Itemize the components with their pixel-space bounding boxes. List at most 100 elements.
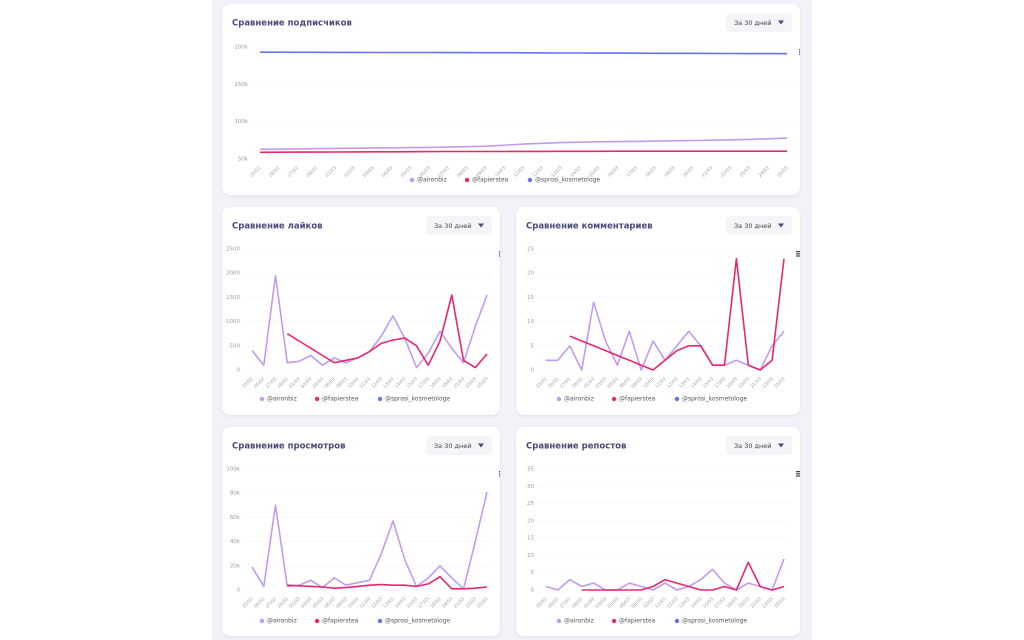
x-tick-label: 18/03 <box>429 596 443 610</box>
x-tick-label: 11/03 <box>654 376 668 390</box>
dropdown-label: За 30 дней <box>734 19 772 27</box>
x-tick-label: 19/03 <box>663 165 677 179</box>
x-tick-label: 13/03 <box>382 376 396 390</box>
menu-bar <box>796 471 800 473</box>
legend-item[interactable]: @aironbiz <box>259 618 297 625</box>
series-line <box>259 137 788 151</box>
dropdown-box <box>726 216 792 235</box>
legend-swatch <box>611 618 617 624</box>
chart-title: Сравнение комментариев <box>526 222 653 232</box>
legend-item[interactable]: @sprosi_kosmetologe <box>674 618 748 625</box>
y-tick-label: 100k <box>226 467 240 473</box>
chart-menu[interactable] <box>799 49 800 55</box>
x-tick-label: 23/03 <box>761 376 775 390</box>
x-tick-label: 17/03 <box>714 376 728 390</box>
chart-title: Сравнение репостов <box>526 442 626 452</box>
x-tick-label: 10/03 <box>642 376 656 390</box>
legend-item[interactable]: @sprosi_kosmetologe <box>377 618 451 625</box>
series-line <box>545 558 785 591</box>
chart-title: Сравнение лайков <box>232 222 323 232</box>
x-tick-label: 21/03 <box>749 376 763 390</box>
menu-bar <box>499 253 500 255</box>
menu-bar <box>796 251 800 253</box>
period-dropdown[interactable]: За 30 дней <box>426 216 492 235</box>
x-tick-label: 24/03 <box>757 165 771 179</box>
chart-title: Сравнение просмотров <box>232 442 345 452</box>
y-tick-label: 25 <box>527 501 534 507</box>
chart-menu[interactable] <box>499 251 500 257</box>
y-tick-label: 10 <box>527 553 534 559</box>
legend-item[interactable]: @fapierstea <box>314 396 359 403</box>
y-tick-label: 200k <box>234 45 248 51</box>
x-tick-label: 18/03 <box>725 376 739 390</box>
legend-item[interactable]: @sprosi_kosmetologe <box>527 177 601 184</box>
x-tick-label: 01/03 <box>288 596 302 610</box>
x-tick-label: 08/03 <box>335 376 349 390</box>
x-tick-label: 26/02 <box>547 376 561 390</box>
x-tick-label: 23/03 <box>464 376 478 390</box>
period-dropdown[interactable]: За 30 дней <box>726 216 792 235</box>
legend-item[interactable]: @aironbiz <box>409 177 447 184</box>
period-dropdown[interactable]: За 30 дней <box>726 436 792 455</box>
x-tick-label: 01/03 <box>583 596 597 610</box>
x-tick-label: 13/03 <box>678 376 692 390</box>
legend-swatch <box>674 618 680 624</box>
x-tick-label: 28/02 <box>276 596 290 610</box>
legend-label: @aironbiz <box>417 177 447 184</box>
dropdown-label: За 30 дней <box>434 222 472 230</box>
period-dropdown[interactable]: За 30 дней <box>426 436 492 455</box>
x-tick-label: 27/02 <box>559 376 573 390</box>
chart-menu[interactable] <box>499 471 500 477</box>
y-tick-label: 500 <box>230 343 241 349</box>
x-tick-label: 04/03 <box>381 165 395 179</box>
x-tick-label: 15/03 <box>702 596 716 610</box>
chart-card: Сравнение комментариев За 30 дней 0 5 10 15 20… <box>516 207 800 415</box>
x-tick-label: 25/02 <box>249 165 263 179</box>
x-tick-label: 27/02 <box>287 165 301 179</box>
x-tick-label: 15/03 <box>406 596 420 610</box>
series-line <box>569 257 785 371</box>
x-tick-label: 06/03 <box>618 376 632 390</box>
y-tick-label: 20k <box>230 563 241 569</box>
dropdown-label: За 30 дней <box>734 222 772 230</box>
x-tick-label: 08/03 <box>630 596 644 610</box>
chart-menu[interactable] <box>796 251 800 257</box>
chart-card: Сравнение репостов За 30 дней 0 5 10 15 20 25 30… <box>516 427 800 636</box>
x-tick-label: 11/03 <box>359 596 373 610</box>
legend-item[interactable]: @aironbiz <box>556 618 594 625</box>
series-line <box>287 575 488 590</box>
x-tick-label: 28/02 <box>306 165 320 179</box>
legend-item[interactable]: @aironbiz <box>259 396 297 403</box>
x-tick-label: 14/03 <box>690 376 704 390</box>
x-tick-label: 13/03 <box>382 596 396 610</box>
x-tick-label: 12/03 <box>370 376 384 390</box>
period-dropdown[interactable]: За 30 дней <box>726 13 792 32</box>
x-tick-label: 06/03 <box>618 596 632 610</box>
legend-item[interactable]: @aironbiz <box>556 396 594 403</box>
x-tick-label: 17/03 <box>417 376 431 390</box>
dropdown-box <box>726 13 792 32</box>
legend-item[interactable]: @sprosi_kosmetologe <box>377 396 451 403</box>
x-tick-label: 21/03 <box>453 596 467 610</box>
x-tick-label: 01/03 <box>583 376 597 390</box>
legend-swatch <box>314 396 320 402</box>
x-tick-label: 10/03 <box>347 596 361 610</box>
legend-item[interactable]: @fapierstea <box>611 396 656 403</box>
x-tick-label: 25/02 <box>535 376 549 390</box>
chart: Сравнение репостов За 30 дней 0 5 10 15 20 25 30… <box>526 436 800 625</box>
dropdown-arrow <box>778 20 784 25</box>
x-tick-label: 25/03 <box>476 376 490 390</box>
x-tick-label: 18/03 <box>725 596 739 610</box>
chart-menu[interactable] <box>796 471 800 477</box>
legend-item[interactable]: @fapierstea <box>464 177 509 184</box>
legend-item[interactable]: @sprosi_kosmetologe <box>674 396 748 403</box>
x-tick-label: 26/02 <box>253 596 267 610</box>
x-tick-label: 25/02 <box>241 596 255 610</box>
dropdown-box <box>726 436 792 455</box>
y-tick-label: 5 <box>531 570 535 576</box>
legend-item[interactable]: @fapierstea <box>314 618 359 625</box>
x-tick-label: 03/03 <box>300 596 314 610</box>
legend-item[interactable]: @fapierstea <box>611 618 656 625</box>
dropdown-arrow <box>778 223 784 228</box>
